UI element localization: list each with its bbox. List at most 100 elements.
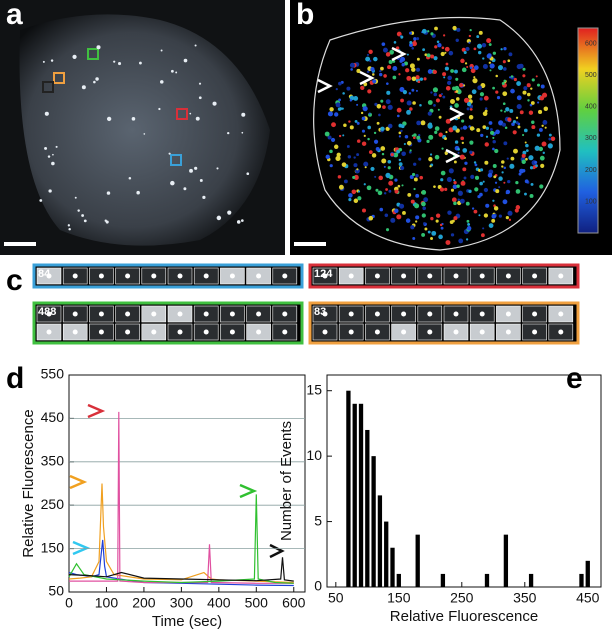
speckle (511, 122, 515, 127)
speckle (363, 134, 366, 137)
speckle (509, 108, 514, 113)
cell-outline (313, 16, 561, 251)
speckle (392, 75, 397, 80)
speckle (531, 125, 536, 130)
y-tick-label: 150 (41, 539, 65, 555)
speckle (433, 104, 436, 107)
speckle (516, 63, 522, 70)
speckle (368, 49, 373, 54)
spot (229, 329, 235, 335)
speckle (469, 108, 473, 111)
speckle (413, 133, 417, 137)
spot (106, 191, 111, 195)
speckle (413, 37, 417, 41)
spot (55, 145, 58, 148)
arrow (87, 403, 106, 419)
bar (415, 534, 420, 587)
speckle (396, 114, 400, 118)
speckle (481, 42, 487, 48)
speckle (352, 175, 356, 179)
spot (322, 311, 328, 317)
spot (72, 54, 77, 60)
speckle (338, 134, 342, 138)
speckle (420, 120, 426, 126)
speckle (367, 89, 372, 94)
bar (484, 573, 490, 587)
speckle (476, 35, 480, 39)
speckle (361, 141, 367, 146)
speckle (450, 188, 455, 192)
speckle (501, 122, 506, 127)
arrow (269, 543, 285, 559)
speckle (519, 110, 524, 115)
speckle (440, 226, 444, 230)
speckle (403, 142, 406, 146)
speckle (416, 37, 420, 41)
speckle (530, 87, 533, 90)
speckle (473, 161, 477, 164)
speckle (505, 107, 510, 112)
speckle (454, 103, 459, 108)
speckle (457, 147, 460, 151)
spot (374, 329, 380, 335)
speckle (399, 203, 405, 209)
speckle (373, 139, 379, 144)
x-tick-label: 150 (387, 590, 411, 606)
speckle (421, 232, 426, 237)
spot (229, 273, 235, 279)
speckle (442, 72, 447, 77)
y-tick-label: 550 (41, 366, 65, 382)
speckle (472, 78, 478, 84)
speckle (419, 175, 424, 180)
speckle (462, 167, 467, 172)
speckle (390, 152, 394, 157)
spot (125, 311, 131, 317)
spot (246, 172, 250, 176)
speckle (427, 100, 433, 105)
speckle (502, 91, 508, 97)
speckle (406, 75, 412, 81)
spot (42, 60, 45, 63)
speckle (435, 219, 439, 223)
speckle (495, 189, 500, 194)
speckle (488, 121, 493, 125)
speckle (432, 69, 437, 75)
speckle (408, 92, 412, 95)
speckle (421, 201, 426, 207)
speckle (463, 50, 467, 55)
spot (505, 311, 511, 317)
speckle (476, 43, 482, 49)
speckle (324, 131, 330, 137)
speckle (445, 85, 451, 91)
speckle (374, 102, 378, 106)
speckle (390, 217, 396, 223)
speckle (433, 185, 436, 188)
spot (479, 273, 485, 279)
spot (241, 131, 244, 134)
speckle (398, 131, 402, 135)
y-tick-label: 0 (314, 578, 322, 594)
speckle (434, 45, 438, 49)
speckle (413, 162, 417, 166)
speckle (471, 89, 477, 95)
speckle (485, 126, 490, 130)
speckle (444, 66, 449, 71)
speckle (333, 144, 339, 149)
speckle (343, 179, 348, 184)
speckle (473, 209, 478, 214)
speckle (338, 98, 341, 102)
speckle (372, 73, 375, 76)
speckle (471, 207, 475, 210)
speckle (434, 26, 438, 31)
speckle (484, 160, 489, 165)
speckle (481, 85, 485, 89)
speckle (434, 130, 438, 135)
speckle (501, 81, 505, 85)
speckle (426, 53, 431, 58)
speckle (410, 225, 415, 230)
speckle (529, 166, 534, 170)
speckle (451, 219, 455, 223)
speckle (452, 184, 458, 190)
colorbar-tick-label: 300 (585, 135, 597, 142)
speckle (480, 233, 485, 238)
